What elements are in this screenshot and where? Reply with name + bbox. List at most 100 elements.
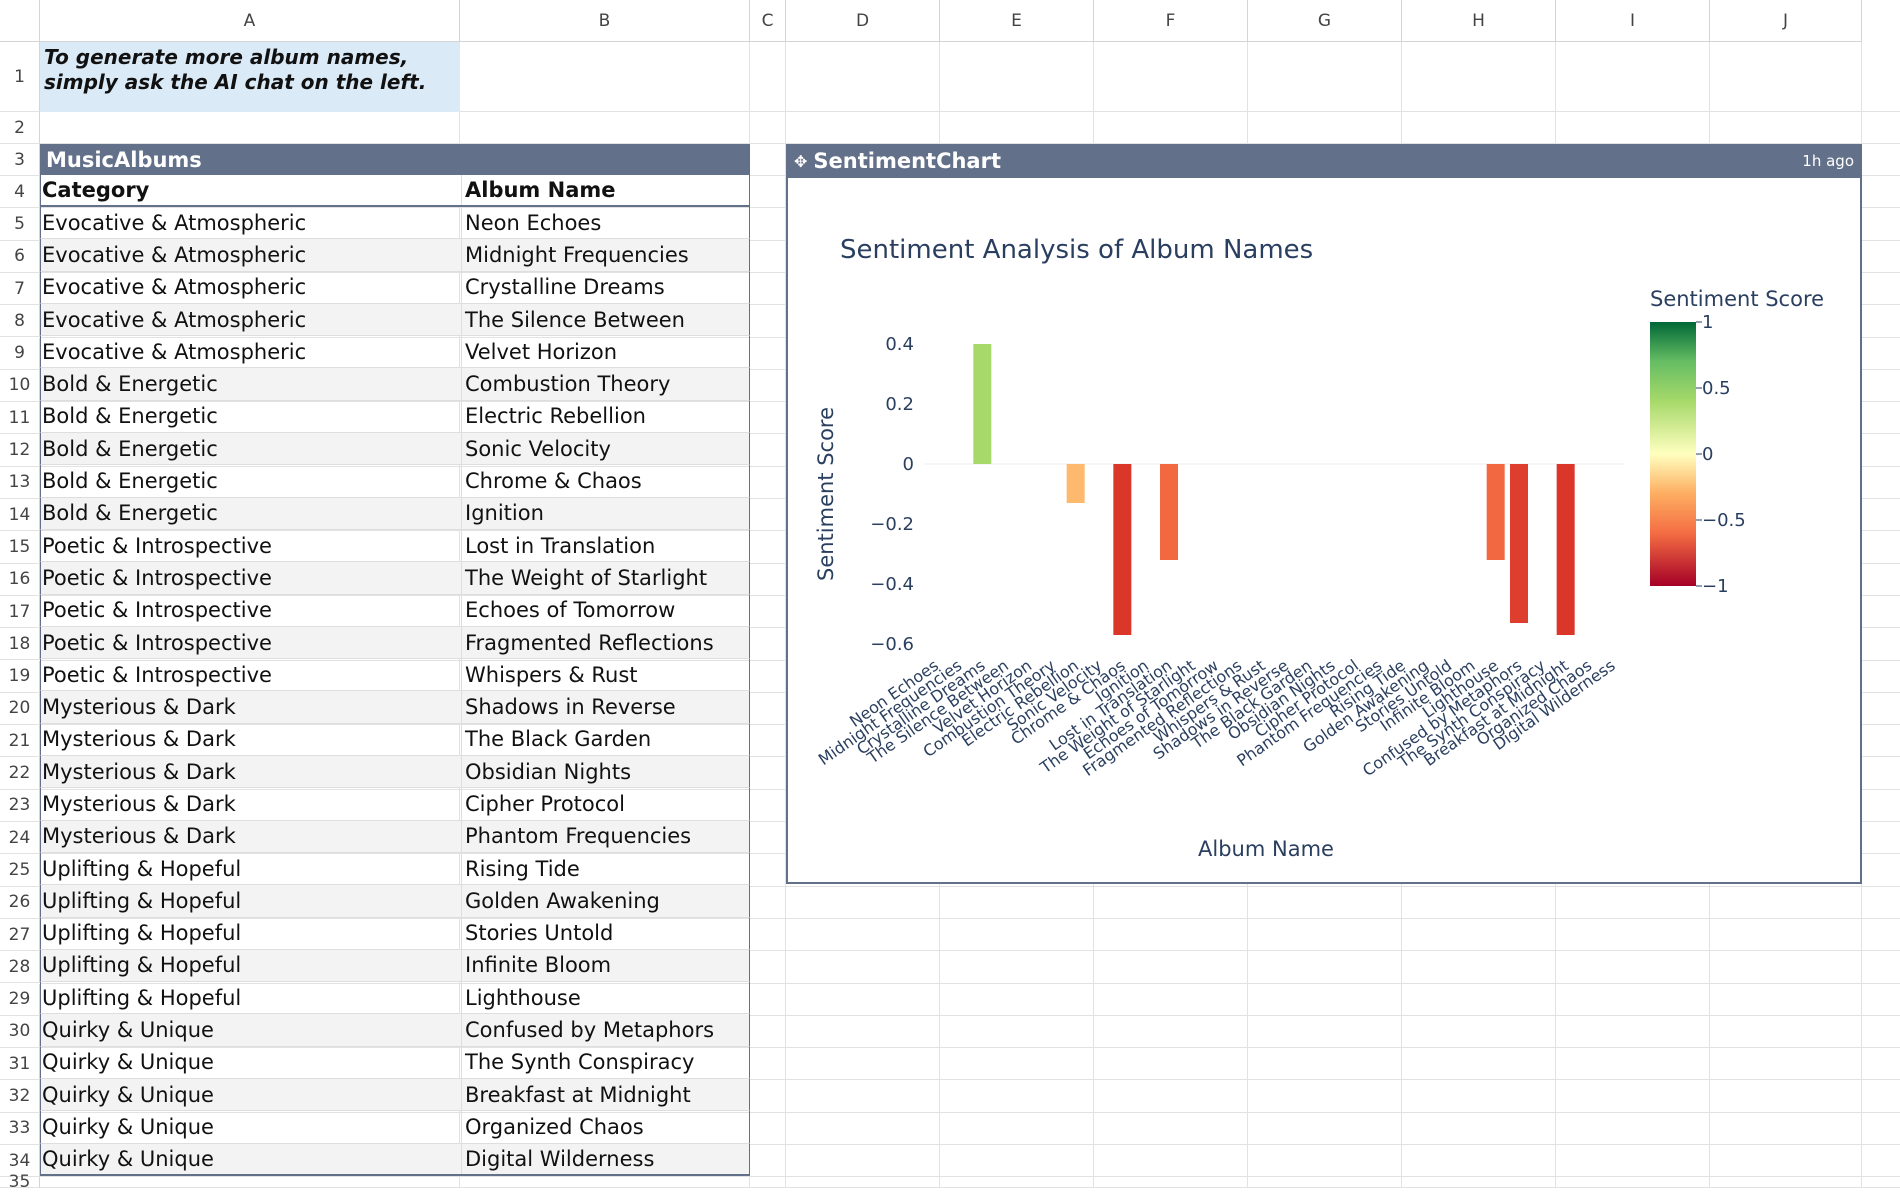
table-row[interactable]: Bold & Energetic Combustion Theory — [40, 368, 750, 401]
row-header-32[interactable]: 32 — [0, 1080, 40, 1113]
column-header-g[interactable]: G — [1248, 0, 1402, 42]
row-header-28[interactable]: 28 — [0, 951, 40, 984]
row-header-8[interactable]: 8 — [0, 305, 40, 338]
row-header-15[interactable]: 15 — [0, 531, 40, 564]
row-header-22[interactable]: 22 — [0, 757, 40, 790]
row-header-31[interactable]: 31 — [0, 1048, 40, 1081]
table-row[interactable]: Evocative & Atmospheric Midnight Frequenc… — [40, 239, 750, 272]
album-name-cell[interactable]: Midnight Frequencies — [465, 242, 689, 267]
table-row[interactable]: Evocative & Atmospheric Crystalline Dream… — [40, 271, 750, 304]
row-header-9[interactable]: 9 — [0, 337, 40, 370]
album-name-cell[interactable]: Crystalline Dreams — [465, 275, 665, 300]
row-header-16[interactable]: 16 — [0, 563, 40, 596]
table-row[interactable]: Poetic & Introspective Fragmented Reflect… — [40, 626, 750, 660]
row-header-3[interactable]: 3 — [0, 144, 40, 176]
table-row[interactable]: Mysterious & Dark The Black Garden — [40, 723, 750, 757]
table-row[interactable]: Evocative & Atmospheric The Silence Betwe… — [40, 303, 750, 337]
row-header-2[interactable]: 2 — [0, 112, 40, 144]
category-cell[interactable]: Evocative & Atmospheric — [41, 271, 462, 303]
select-all-corner[interactable] — [0, 0, 40, 42]
table-row[interactable]: Quirky & Unique Confused by Metaphors — [40, 1014, 750, 1047]
row-header-33[interactable]: 33 — [0, 1112, 40, 1145]
category-cell[interactable]: Uplifting & Hopeful — [41, 982, 462, 1014]
album-name-cell[interactable]: Digital Wilderness — [465, 1146, 655, 1171]
album-name-cell[interactable]: Combustion Theory — [465, 372, 671, 397]
category-cell[interactable]: Evocative & Atmospheric — [41, 239, 462, 271]
album-name-cell[interactable]: Breakfast at Midnight — [465, 1082, 691, 1107]
album-name-cell[interactable]: Infinite Bloom — [465, 953, 612, 978]
row-header-30[interactable]: 30 — [0, 1015, 40, 1049]
album-name-cell[interactable]: Lost in Translation — [465, 533, 656, 558]
album-name-cell[interactable]: Neon Echoes — [465, 210, 602, 235]
table-row[interactable]: Mysterious & Dark Cipher Protocol — [40, 788, 750, 821]
row-header-7[interactable]: 7 — [0, 272, 40, 306]
music-albums-table[interactable]: MusicAlbums Category Album Name Evocativ… — [40, 144, 750, 1176]
category-cell[interactable]: Poetic & Introspective — [41, 594, 462, 626]
category-cell[interactable]: Bold & Energetic — [41, 400, 462, 433]
chart-panel[interactable]: Sentiment Analysis of Album Names 0.4 0.2 0… — [786, 144, 1862, 884]
header-album-name[interactable]: Album Name — [465, 178, 616, 202]
plus-icon[interactable]: ✥ — [794, 151, 808, 171]
category-cell[interactable]: Quirky & Unique — [41, 1111, 462, 1143]
category-cell[interactable]: Mysterious & Dark — [41, 756, 462, 788]
category-cell[interactable]: Quirky & Unique — [41, 1046, 462, 1079]
table-row[interactable]: Uplifting & Hopeful Golden Awakening — [40, 885, 750, 918]
row-header-5[interactable]: 5 — [0, 208, 40, 241]
album-name-cell[interactable]: Ignition — [465, 501, 544, 526]
row-header-21[interactable]: 21 — [0, 725, 40, 758]
table-row[interactable]: Mysterious & Dark Phantom Frequencies — [40, 820, 750, 853]
album-name-cell[interactable]: Cipher Protocol — [465, 791, 625, 816]
row-header-13[interactable]: 13 — [0, 466, 40, 499]
table-row[interactable]: Bold & Energetic Sonic Velocity — [40, 433, 750, 466]
category-cell[interactable]: Quirky & Unique — [41, 1143, 462, 1174]
column-header-a[interactable]: A — [40, 0, 460, 42]
category-cell[interactable]: Poetic & Introspective — [41, 529, 462, 562]
category-cell[interactable]: Mysterious & Dark — [41, 723, 462, 756]
album-name-cell[interactable]: Organized Chaos — [465, 1114, 644, 1139]
album-name-cell[interactable]: Fragmented Reflections — [465, 630, 714, 655]
category-cell[interactable]: Mysterious & Dark — [41, 820, 462, 852]
table-row[interactable]: Quirky & Unique Organized Chaos — [40, 1111, 750, 1144]
album-name-cell[interactable]: Lighthouse — [465, 985, 581, 1010]
table-row[interactable]: Poetic & Introspective Whispers & Rust — [40, 659, 750, 692]
row-header-24[interactable]: 24 — [0, 822, 40, 855]
row-header-10[interactable]: 10 — [0, 369, 40, 403]
album-name-cell[interactable]: Obsidian Nights — [465, 759, 632, 784]
album-name-cell[interactable]: Whispers & Rust — [465, 662, 638, 687]
row-header-34[interactable]: 34 — [0, 1145, 40, 1178]
album-name-cell[interactable]: The Silence Between — [465, 307, 685, 332]
category-cell[interactable]: Quirky & Unique — [41, 1079, 462, 1111]
column-header-d[interactable]: D — [786, 0, 940, 42]
category-cell[interactable]: Uplifting & Hopeful — [41, 852, 462, 885]
category-cell[interactable]: Quirky & Unique — [41, 1014, 462, 1046]
category-cell[interactable]: Bold & Energetic — [41, 433, 462, 465]
album-name-cell[interactable]: Shadows in Reverse — [465, 695, 676, 720]
album-name-cell[interactable]: Phantom Frequencies — [465, 824, 692, 849]
row-header-11[interactable]: 11 — [0, 402, 40, 435]
table-row[interactable]: Uplifting & Hopeful Rising Tide — [40, 852, 750, 886]
category-cell[interactable]: Uplifting & Hopeful — [41, 885, 462, 917]
row-header-18[interactable]: 18 — [0, 628, 40, 661]
album-name-cell[interactable]: Rising Tide — [465, 856, 580, 881]
table-row[interactable]: Bold & Energetic Ignition — [40, 497, 750, 530]
row-header-19[interactable]: 19 — [0, 660, 40, 693]
table-row[interactable]: Mysterious & Dark Shadows in Reverse — [40, 691, 750, 724]
table-row[interactable]: Uplifting & Hopeful Stories Untold — [40, 917, 750, 950]
column-header-f[interactable]: F — [1094, 0, 1248, 42]
table-row[interactable]: Quirky & Unique Breakfast at Midnight — [40, 1079, 750, 1112]
row-header-23[interactable]: 23 — [0, 789, 40, 822]
category-cell[interactable]: Bold & Energetic — [41, 465, 462, 497]
table-row[interactable]: Bold & Energetic Chrome & Chaos — [40, 465, 750, 498]
table-row[interactable]: Quirky & Unique Digital Wilderness — [40, 1143, 750, 1176]
category-cell[interactable]: Evocative & Atmospheric — [41, 303, 462, 336]
chart-panel-header[interactable]: ✥ SentimentChart 1h ago — [786, 144, 1862, 178]
album-name-cell[interactable]: Chrome & Chaos — [465, 469, 642, 494]
row-header-35[interactable]: 35 — [0, 1172, 40, 1192]
album-name-cell[interactable]: The Weight of Starlight — [465, 565, 708, 590]
row-header-17[interactable]: 17 — [0, 595, 40, 629]
table-row[interactable]: Poetic & Introspective Echoes of Tomorrow — [40, 594, 750, 627]
category-cell[interactable]: Uplifting & Hopeful — [41, 949, 462, 982]
table-row[interactable]: Poetic & Introspective The Weight of Star… — [40, 562, 750, 595]
row-header-29[interactable]: 29 — [0, 983, 40, 1016]
category-cell[interactable]: Poetic & Introspective — [41, 659, 462, 691]
